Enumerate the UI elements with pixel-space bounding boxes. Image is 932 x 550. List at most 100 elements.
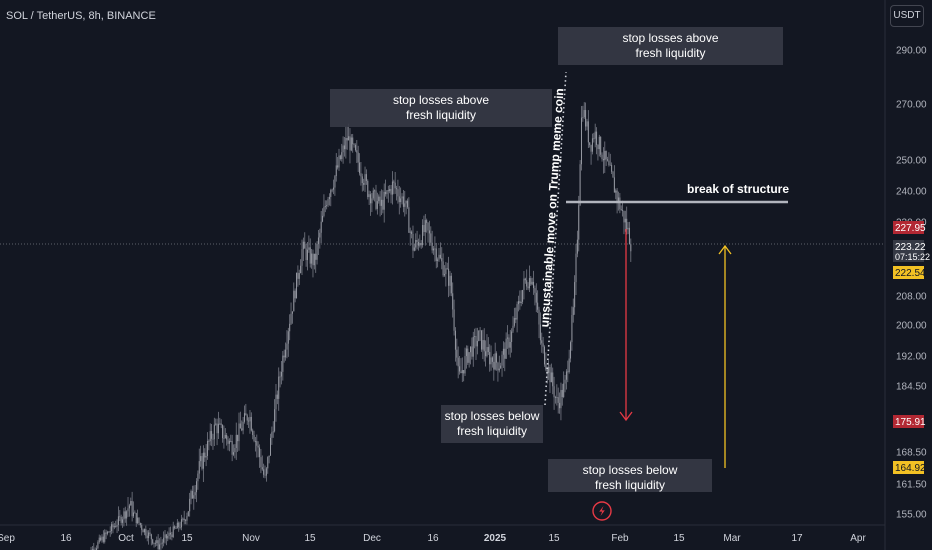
- candle: [622, 200, 624, 217]
- candle: [461, 357, 463, 383]
- candle: [449, 270, 451, 296]
- candle: [227, 436, 229, 451]
- candle: [490, 345, 492, 371]
- candle: [408, 197, 410, 233]
- candle: [185, 518, 187, 525]
- candle: [489, 344, 491, 372]
- candle: [270, 433, 271, 456]
- candle: [231, 434, 233, 462]
- candle: [194, 484, 196, 500]
- candle: [175, 525, 177, 529]
- candle: [446, 262, 448, 270]
- candle: [511, 328, 513, 353]
- candle: [245, 403, 247, 416]
- candle: [560, 382, 562, 421]
- candle: [301, 239, 303, 276]
- candle: [417, 238, 419, 251]
- candle: [297, 265, 299, 287]
- x-tick-label: 17: [791, 533, 803, 544]
- candle: [268, 455, 270, 464]
- candle: [594, 123, 596, 148]
- candle: [342, 136, 344, 164]
- candle: [516, 301, 518, 333]
- y-tick-label: 168.50: [896, 448, 927, 459]
- candle: [561, 383, 563, 406]
- candle: [216, 418, 218, 446]
- candle: [309, 238, 311, 268]
- candle: [470, 346, 472, 365]
- candle: [241, 420, 243, 432]
- flash-icon[interactable]: [592, 501, 612, 521]
- candle: [180, 514, 182, 531]
- candle: [612, 170, 614, 178]
- candle: [90, 546, 92, 550]
- candle: [165, 533, 167, 546]
- candle: [178, 521, 180, 532]
- candle: [233, 444, 235, 457]
- candle: [427, 222, 429, 243]
- candle: [601, 152, 603, 162]
- currency-button[interactable]: USDT: [890, 5, 924, 27]
- candle: [196, 478, 198, 503]
- candle: [382, 190, 384, 214]
- candle: [167, 531, 169, 542]
- candle: [257, 441, 259, 458]
- candle: [116, 519, 118, 533]
- y-tick-label: 200.00: [896, 321, 927, 332]
- candle: [582, 105, 584, 122]
- candle: [91, 546, 93, 550]
- candle: [379, 191, 381, 217]
- x-tick-label: Sep: [0, 533, 15, 544]
- candle: [315, 242, 317, 273]
- candle: [352, 133, 354, 153]
- candle: [520, 290, 522, 307]
- candle: [539, 312, 541, 345]
- candle: [305, 244, 307, 267]
- break-of-structure[interactable]: break of structure: [566, 182, 789, 204]
- candle: [513, 307, 515, 328]
- candle: [463, 369, 465, 382]
- x-tick-label: Dec: [363, 533, 381, 544]
- candle: [316, 241, 318, 265]
- candle: [182, 517, 184, 522]
- candle: [413, 243, 415, 252]
- price-label-value: 164.92: [895, 463, 926, 474]
- arrow-up[interactable]: [718, 244, 732, 468]
- candle: [375, 184, 377, 211]
- candle: [598, 134, 600, 157]
- candle: [574, 275, 576, 315]
- candle: [308, 235, 310, 253]
- arrow-down[interactable]: [619, 229, 633, 422]
- candle: [209, 423, 211, 446]
- candle: [243, 405, 245, 424]
- price-label-value: 222.54: [895, 268, 926, 279]
- liquidity-note-text: fresh liquidity: [635, 46, 705, 60]
- candle: [405, 200, 407, 215]
- candle: [349, 128, 351, 164]
- candle: [397, 179, 399, 204]
- candle: [374, 189, 376, 202]
- candle: [607, 156, 609, 162]
- x-tick-label: 2025: [484, 533, 507, 544]
- candle: [183, 510, 185, 525]
- candle: [176, 519, 178, 529]
- liquidity-note-text: stop losses above: [393, 93, 489, 107]
- candle: [122, 516, 124, 528]
- candle: [174, 525, 176, 530]
- candle: [153, 542, 155, 548]
- candle: [557, 387, 559, 414]
- candle: [404, 190, 406, 217]
- candle: [298, 269, 300, 286]
- candle: [475, 327, 477, 361]
- candle: [278, 367, 280, 411]
- candle: [389, 185, 391, 194]
- candle: [112, 521, 114, 534]
- candle: [276, 390, 278, 405]
- candle: [113, 523, 115, 530]
- candle: [224, 428, 226, 439]
